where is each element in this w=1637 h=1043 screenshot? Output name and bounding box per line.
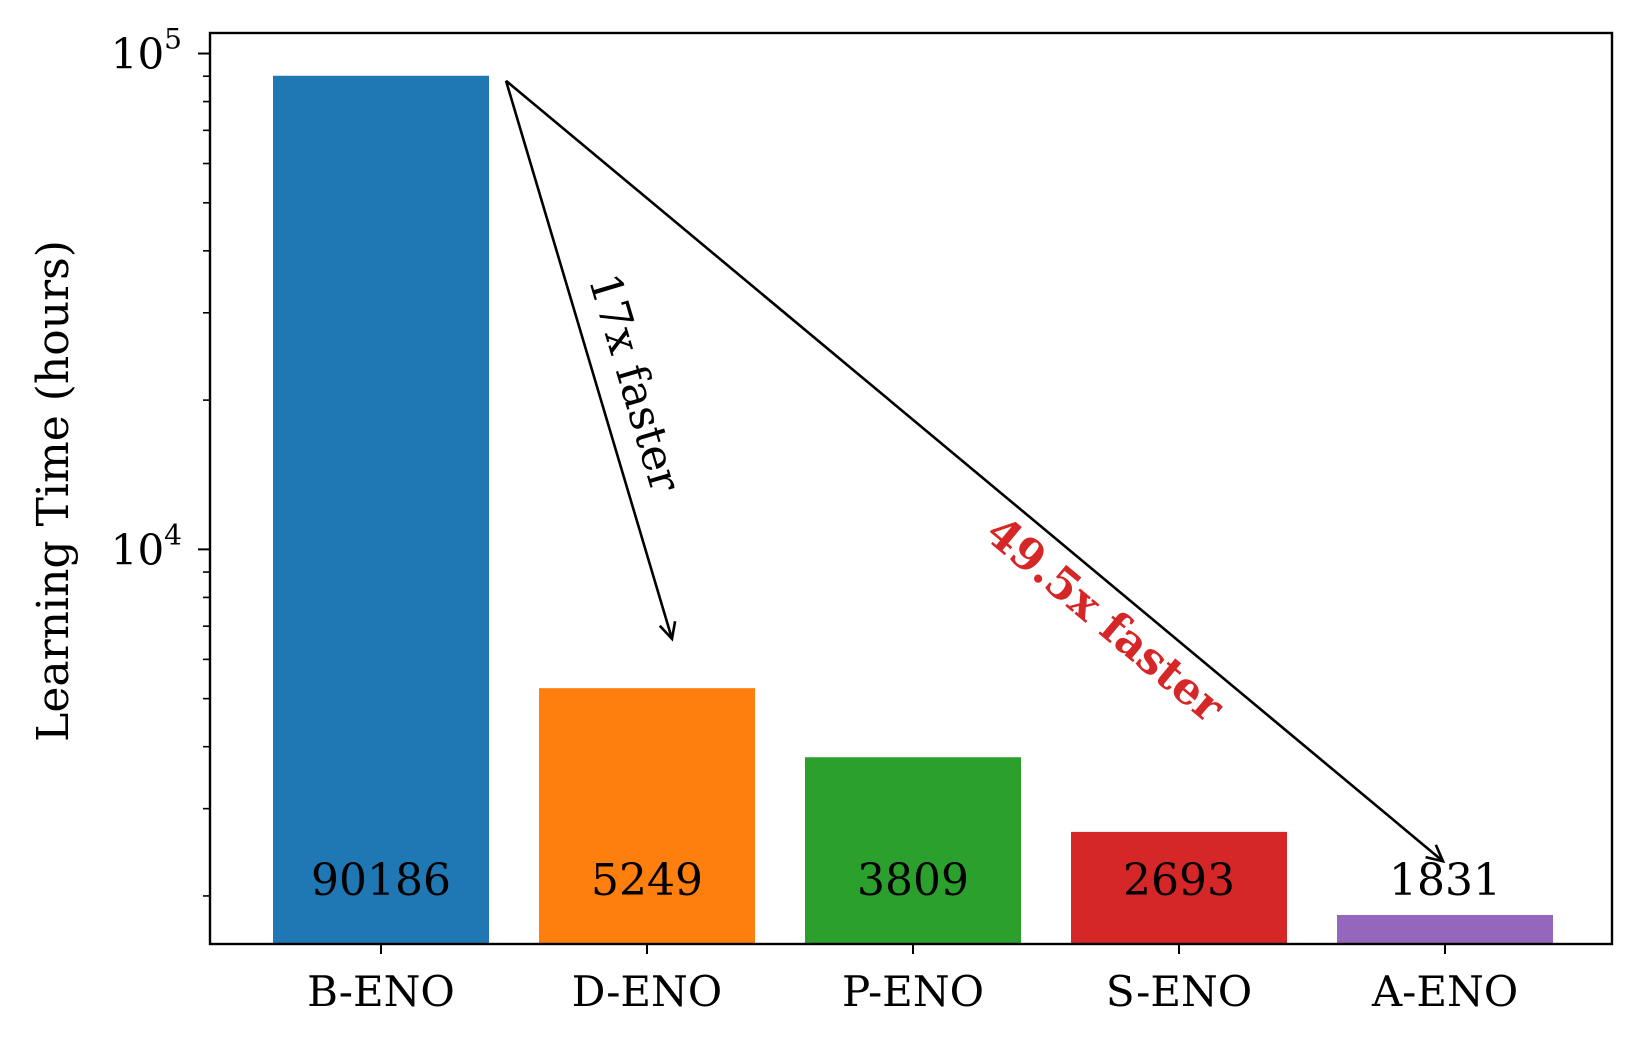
bars-group	[273, 75, 1553, 944]
bar-a-eno	[1337, 914, 1553, 944]
value-label-b-eno: 90186	[311, 855, 451, 906]
y-tick-label: 105	[111, 23, 182, 79]
x-tick-label-a-eno: A-ENO	[1371, 967, 1518, 1016]
annotation-label: 49.5x faster	[976, 507, 1234, 734]
x-tick-label-p-eno: P-ENO	[842, 967, 984, 1016]
annotation-arrow	[505, 79, 1446, 864]
value-label-p-eno: 3809	[857, 855, 969, 906]
annotation-arrow	[504, 80, 677, 642]
x-axis-ticks: B-ENO D-ENO P-ENO S-ENO A-ENO	[307, 944, 1518, 1016]
bar-s-eno	[1071, 831, 1287, 944]
value-labels-group: 90186 5249 3809 2693 1831	[311, 855, 1501, 906]
y-tick-label: 104	[111, 518, 182, 574]
x-tick-label-s-eno: S-ENO	[1106, 967, 1252, 1016]
x-tick-label-b-eno: B-ENO	[307, 967, 455, 1016]
x-tick-label-d-eno: D-ENO	[572, 967, 723, 1016]
y-axis-ticks: 104 105	[111, 23, 210, 897]
bar-p-eno	[805, 757, 1021, 944]
value-label-a-eno: 1831	[1389, 855, 1501, 906]
bar-d-eno	[539, 688, 755, 944]
value-label-s-eno: 2693	[1123, 855, 1235, 906]
bar-b-eno	[273, 75, 489, 944]
y-axis-label: Learning Time (hours)	[28, 240, 79, 742]
plot-frame	[208, 31, 1614, 946]
value-label-d-eno: 5249	[591, 855, 703, 906]
